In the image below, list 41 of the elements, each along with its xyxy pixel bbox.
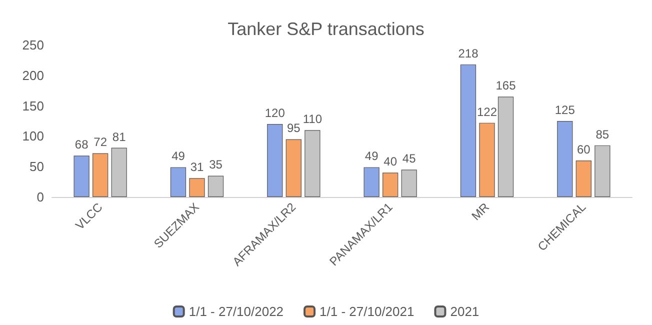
- bar: [460, 64, 476, 197]
- x-tick-label: MR: [468, 200, 492, 224]
- data-label: 35: [209, 158, 223, 172]
- data-label: 49: [172, 149, 186, 164]
- chart-title: Tanker S&P transactions: [228, 19, 424, 39]
- y-tick-label: 200: [22, 68, 44, 83]
- data-label: 125: [554, 103, 576, 117]
- data-label: 110: [302, 112, 322, 126]
- y-tick-label: 0: [36, 190, 44, 204]
- data-label: 95: [286, 121, 301, 136]
- data-label: 218: [458, 46, 479, 60]
- data-label: 165: [496, 78, 516, 93]
- data-label: 81: [112, 130, 126, 144]
- data-label: 45: [402, 152, 416, 166]
- data-label: 68: [74, 138, 89, 152]
- bar: [286, 139, 302, 197]
- bar: [74, 156, 90, 197]
- data-label: 40: [384, 154, 398, 169]
- legend-label: 1/1 - 27/10/2022: [188, 304, 284, 319]
- bar: [189, 178, 205, 197]
- bar: [557, 121, 573, 197]
- data-label: 85: [596, 127, 610, 142]
- bar: [576, 160, 592, 197]
- y-tick-label: 50: [30, 159, 44, 174]
- y-tick-label: 100: [22, 128, 44, 144]
- data-label: 49: [364, 149, 379, 164]
- bar: [364, 167, 380, 197]
- legend-label: 2021: [450, 304, 480, 319]
- legend-label: 1/1 - 27/10/2021: [320, 304, 414, 319]
- data-label: 122: [476, 104, 498, 119]
- bar: [92, 153, 108, 197]
- bar: [479, 122, 495, 197]
- data-label: 60: [576, 142, 591, 157]
- y-tick-label: 250: [22, 38, 44, 52]
- data-label: 72: [94, 135, 108, 150]
- bar: [267, 124, 283, 197]
- y-tick-label: 150: [22, 98, 44, 114]
- bar: [170, 167, 186, 197]
- bar: [382, 172, 398, 197]
- data-label: 120: [264, 106, 286, 120]
- data-label: 31: [190, 160, 204, 174]
